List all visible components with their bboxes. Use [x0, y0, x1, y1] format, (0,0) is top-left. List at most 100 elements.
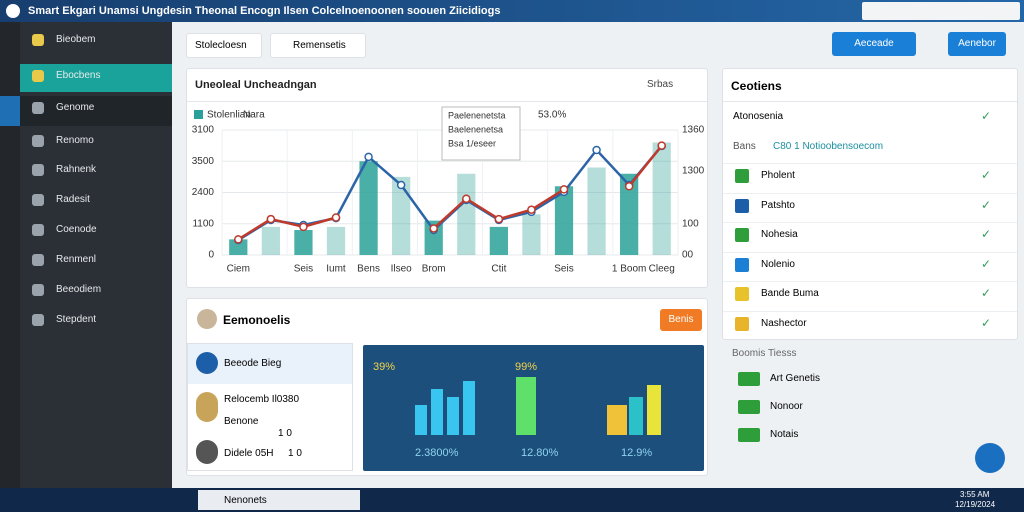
x-tick-label: Ilseo	[391, 264, 413, 275]
bottom-panel: Eemonoelis Benis Beeode Bieg Relocemb Il…	[186, 298, 708, 476]
bar	[294, 230, 313, 255]
point	[657, 141, 666, 150]
point	[266, 214, 276, 224]
point	[559, 185, 569, 194]
nav-icon	[32, 194, 44, 206]
taskbar-tab[interactable]	[198, 490, 360, 510]
row-icon	[735, 228, 749, 242]
bar	[424, 220, 443, 255]
fab[interactable]	[975, 443, 1005, 473]
point	[331, 213, 341, 222]
bar	[261, 226, 280, 255]
row-icon	[735, 169, 749, 183]
list-text: Beeode Bieg	[224, 358, 282, 369]
button[interactable]: Aeceade	[832, 32, 916, 56]
nav-item[interactable]: Coenode	[56, 224, 97, 235]
bar	[554, 186, 574, 255]
check: ✓	[981, 256, 992, 271]
stat: 12.9%	[621, 447, 653, 459]
row-divider	[723, 163, 1017, 164]
panel-title: Eemonoelis	[223, 313, 291, 327]
app-icon	[6, 4, 20, 18]
sidebar: Bieobem Ebocbens Genome Renomo Rahnenk Radesi…	[0, 22, 172, 488]
y-tick-label: 2400	[192, 187, 215, 198]
row-label: Bans	[733, 141, 756, 152]
nav-item[interactable]: Ebocbens	[56, 70, 101, 81]
nav-item[interactable]: Renomo	[56, 135, 94, 146]
nav-item[interactable]: Beeodiem	[56, 284, 102, 295]
nav-item[interactable]: Renmenl	[56, 254, 97, 265]
check: ✓	[981, 315, 992, 330]
row-icon	[738, 400, 760, 414]
list-text: Didele 05H	[224, 448, 274, 459]
check: ✓	[981, 197, 992, 212]
nav-icon	[32, 224, 44, 236]
row-text: Pholent	[761, 170, 795, 181]
x-tick-label: Seis	[554, 264, 573, 275]
row-divider	[723, 281, 1017, 282]
row-icon	[735, 198, 749, 213]
check: ✓	[981, 227, 992, 241]
nav-item[interactable]: Bieobem	[56, 34, 96, 45]
point	[429, 224, 438, 233]
y-tick-label: 1100	[192, 218, 214, 229]
avatar	[197, 309, 217, 329]
row-text: Nashector	[761, 317, 807, 329]
button[interactable]: Aenebor	[948, 32, 1006, 56]
window-controls[interactable]	[862, 2, 1020, 20]
dropdown[interactable]: Stolecloesn	[186, 33, 262, 58]
list-text: Relocemb Il0380	[224, 394, 300, 405]
list-text: 1 0	[278, 428, 292, 439]
point	[462, 194, 471, 203]
check: ✓	[981, 168, 992, 182]
point	[592, 145, 601, 155]
nav-icon	[32, 34, 44, 46]
row-text: Nohesia	[761, 229, 798, 240]
deco-bar	[415, 405, 427, 435]
bar	[392, 176, 411, 255]
stat: 99%	[515, 361, 538, 373]
y2-tick-label: 1300	[682, 165, 705, 176]
avatar	[196, 352, 218, 374]
window-title: Smart Ekgari Unamsi Ungdesin Theonal Enc…	[28, 5, 501, 17]
nav-item[interactable]: Radesit	[56, 194, 90, 205]
legend-label: Nara	[243, 110, 265, 121]
panel-title: Uneoleal Uncheadngan	[195, 79, 317, 91]
tooltip-line: Baelenenetsa	[448, 124, 503, 134]
nav-icon	[32, 254, 44, 266]
search-box[interactable]: Remensetis	[270, 33, 366, 58]
row-icon	[735, 257, 749, 272]
panel-action[interactable]: Srbas	[647, 79, 674, 90]
list-text: Benone	[224, 416, 259, 427]
nav-item[interactable]: Genome	[56, 102, 95, 113]
list-text: 1 0	[288, 448, 302, 459]
deco-bar	[431, 389, 443, 435]
y-tick-label: 0	[208, 250, 214, 261]
point	[364, 152, 373, 162]
bar	[620, 173, 639, 255]
row-icon	[735, 316, 749, 331]
nav-item[interactable]: Rahnenk	[56, 164, 97, 175]
deco-bar	[647, 385, 661, 435]
row-divider	[723, 251, 1017, 253]
avatar	[196, 440, 218, 464]
taskbar: Nenonets 3:55 AM 12/19/2024	[0, 488, 1024, 512]
panel-title: Ceotiens	[731, 79, 782, 93]
right-panel: Ceotiens Atonosenia ✓ Bans C80 1 Notioob…	[722, 68, 1018, 340]
bar	[522, 214, 541, 255]
bar	[587, 167, 606, 255]
stat: 39%	[373, 361, 396, 373]
deco-bar	[447, 397, 459, 435]
bar	[652, 142, 671, 255]
row-divider	[723, 310, 1017, 312]
row-text: Nonoor	[770, 401, 803, 412]
deco-bar	[607, 405, 627, 435]
line	[237, 216, 337, 241]
button[interactable]: Benis	[660, 309, 702, 331]
nav-item[interactable]: Stepdent	[56, 314, 97, 325]
row-divider	[723, 192, 1017, 194]
hover-item	[0, 96, 172, 126]
stats-card: 39% 99% 2.3800% 12.80% 12.9%	[363, 345, 704, 471]
bar	[457, 173, 476, 255]
